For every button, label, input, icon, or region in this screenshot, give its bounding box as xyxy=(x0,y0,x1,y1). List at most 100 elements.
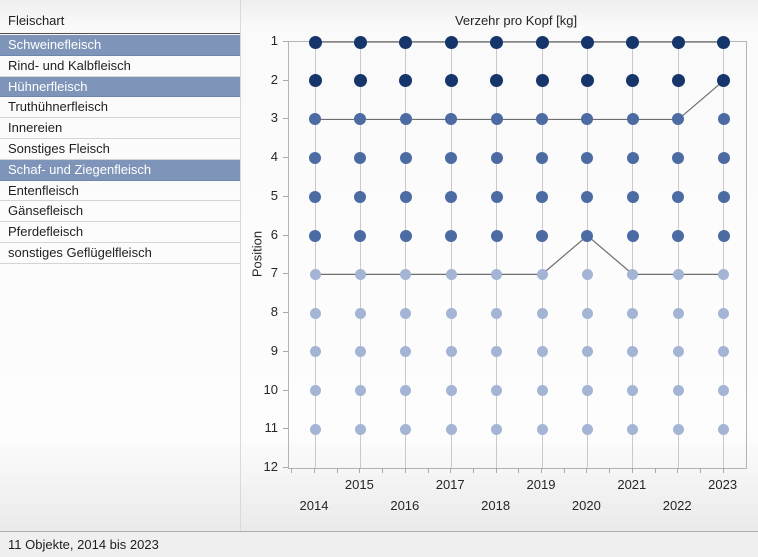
data-point[interactable] xyxy=(671,35,685,49)
data-point[interactable] xyxy=(627,268,639,280)
data-point[interactable] xyxy=(672,190,685,203)
data-point[interactable] xyxy=(354,307,366,319)
data-point[interactable] xyxy=(354,423,366,435)
data-point[interactable] xyxy=(718,423,730,435)
data-point[interactable] xyxy=(490,35,504,49)
data-point[interactable] xyxy=(627,385,639,397)
data-point[interactable] xyxy=(400,268,412,280)
data-point[interactable] xyxy=(672,423,684,435)
data-point[interactable] xyxy=(536,190,548,203)
data-point[interactable] xyxy=(580,74,594,88)
data-point[interactable] xyxy=(491,423,503,435)
data-point[interactable] xyxy=(354,229,367,242)
data-point[interactable] xyxy=(581,346,593,358)
list-item[interactable]: Innereien xyxy=(0,118,240,139)
data-point[interactable] xyxy=(445,152,458,165)
data-point[interactable] xyxy=(309,385,321,397)
list-item[interactable]: Entenfleisch xyxy=(0,181,240,202)
data-point[interactable] xyxy=(672,346,684,358)
data-point[interactable] xyxy=(536,268,548,280)
data-point[interactable] xyxy=(717,229,730,242)
series-line[interactable] xyxy=(315,234,724,275)
data-point[interactable] xyxy=(309,346,321,358)
plot-area[interactable] xyxy=(288,35,747,469)
data-point[interactable] xyxy=(445,385,457,397)
data-point[interactable] xyxy=(581,268,593,280)
data-point[interactable] xyxy=(354,385,366,397)
data-point[interactable] xyxy=(717,152,730,165)
data-point[interactable] xyxy=(353,74,367,88)
data-point[interactable] xyxy=(309,229,321,242)
data-point[interactable] xyxy=(671,74,685,88)
data-point[interactable] xyxy=(491,346,503,358)
data-point[interactable] xyxy=(672,152,685,165)
data-point[interactable] xyxy=(308,35,322,49)
list-item[interactable]: Hühnerfleisch xyxy=(0,76,240,98)
data-point[interactable] xyxy=(536,229,548,242)
data-point[interactable] xyxy=(445,229,458,242)
data-point[interactable] xyxy=(309,307,321,319)
data-point[interactable] xyxy=(445,190,458,203)
data-point[interactable] xyxy=(626,113,639,126)
data-point[interactable] xyxy=(400,423,412,435)
list-item[interactable]: Schaf- und Ziegenfleisch xyxy=(0,159,240,181)
data-point[interactable] xyxy=(400,307,412,319)
data-point[interactable] xyxy=(399,152,412,165)
data-point[interactable] xyxy=(718,385,730,397)
data-point[interactable] xyxy=(309,423,321,435)
data-point[interactable] xyxy=(627,423,639,435)
data-point[interactable] xyxy=(309,268,321,280)
data-point[interactable] xyxy=(536,385,548,397)
list-item[interactable]: Truthühnerfleisch xyxy=(0,97,240,119)
data-point[interactable] xyxy=(581,307,593,319)
data-point[interactable] xyxy=(354,268,366,280)
data-point[interactable] xyxy=(535,74,549,88)
list-item[interactable]: Pferdefleisch xyxy=(0,222,240,243)
data-point[interactable] xyxy=(581,113,594,126)
data-point[interactable] xyxy=(445,268,457,280)
data-point[interactable] xyxy=(309,190,321,203)
data-point[interactable] xyxy=(536,346,548,358)
data-point[interactable] xyxy=(400,346,412,358)
data-point[interactable] xyxy=(536,113,548,126)
data-point[interactable] xyxy=(717,35,731,49)
data-point[interactable] xyxy=(490,152,503,165)
list-item[interactable]: Rind- und Kalbfleisch xyxy=(0,56,240,77)
data-point[interactable] xyxy=(491,268,503,280)
data-point[interactable] xyxy=(353,35,367,49)
list-item[interactable]: Gänsefleisch xyxy=(0,201,240,223)
data-point[interactable] xyxy=(354,113,367,126)
series-line[interactable] xyxy=(315,80,724,121)
data-point[interactable] xyxy=(581,229,594,242)
data-point[interactable] xyxy=(399,113,412,126)
data-point[interactable] xyxy=(626,152,639,165)
data-point[interactable] xyxy=(490,190,503,203)
data-point[interactable] xyxy=(491,307,503,319)
data-point[interactable] xyxy=(581,152,594,165)
list-item[interactable]: sonstiges Geflügelfleisch xyxy=(0,243,240,264)
data-point[interactable] xyxy=(445,346,457,358)
data-point[interactable] xyxy=(309,152,321,165)
list-item[interactable]: Schweinefleisch xyxy=(0,35,240,56)
data-point[interactable] xyxy=(400,385,412,397)
data-point[interactable] xyxy=(490,229,503,242)
data-point[interactable] xyxy=(626,229,639,242)
data-point[interactable] xyxy=(399,229,412,242)
data-point[interactable] xyxy=(581,385,593,397)
data-point[interactable] xyxy=(718,307,730,319)
data-point[interactable] xyxy=(490,74,504,88)
data-point[interactable] xyxy=(444,35,458,49)
data-point[interactable] xyxy=(672,385,684,397)
data-point[interactable] xyxy=(536,152,548,165)
list-item[interactable]: Sonstiges Fleisch xyxy=(0,139,240,160)
data-point[interactable] xyxy=(491,385,503,397)
data-point[interactable] xyxy=(536,307,548,319)
data-point[interactable] xyxy=(536,423,548,435)
data-point[interactable] xyxy=(718,268,730,280)
data-point[interactable] xyxy=(717,113,730,126)
data-point[interactable] xyxy=(445,113,458,126)
data-point[interactable] xyxy=(354,346,366,358)
data-point[interactable] xyxy=(626,74,640,88)
data-point[interactable] xyxy=(535,35,549,49)
data-point[interactable] xyxy=(627,307,639,319)
